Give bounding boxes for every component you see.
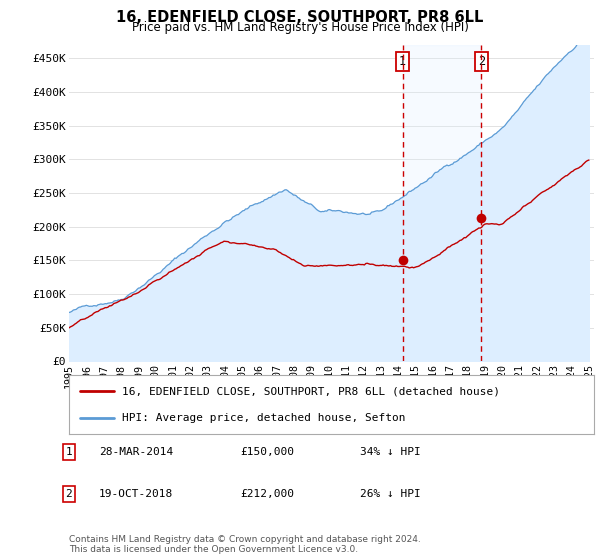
Text: 19-OCT-2018: 19-OCT-2018 — [99, 489, 173, 499]
Bar — [403, 45, 481, 361]
Text: £212,000: £212,000 — [240, 489, 294, 499]
Text: 34% ↓ HPI: 34% ↓ HPI — [360, 447, 421, 457]
Text: 1: 1 — [65, 447, 73, 457]
Text: 1: 1 — [399, 55, 406, 68]
Text: £150,000: £150,000 — [240, 447, 294, 457]
Text: 2: 2 — [65, 489, 73, 499]
Text: HPI: Average price, detached house, Sefton: HPI: Average price, detached house, Seft… — [121, 413, 405, 423]
Text: 16, EDENFIELD CLOSE, SOUTHPORT, PR8 6LL (detached house): 16, EDENFIELD CLOSE, SOUTHPORT, PR8 6LL … — [121, 386, 499, 396]
Text: 28-MAR-2014: 28-MAR-2014 — [99, 447, 173, 457]
Text: 16, EDENFIELD CLOSE, SOUTHPORT, PR8 6LL: 16, EDENFIELD CLOSE, SOUTHPORT, PR8 6LL — [116, 10, 484, 25]
Text: 26% ↓ HPI: 26% ↓ HPI — [360, 489, 421, 499]
Text: 2: 2 — [478, 55, 485, 68]
Text: Price paid vs. HM Land Registry's House Price Index (HPI): Price paid vs. HM Land Registry's House … — [131, 21, 469, 34]
Text: Contains HM Land Registry data © Crown copyright and database right 2024.
This d: Contains HM Land Registry data © Crown c… — [69, 535, 421, 554]
